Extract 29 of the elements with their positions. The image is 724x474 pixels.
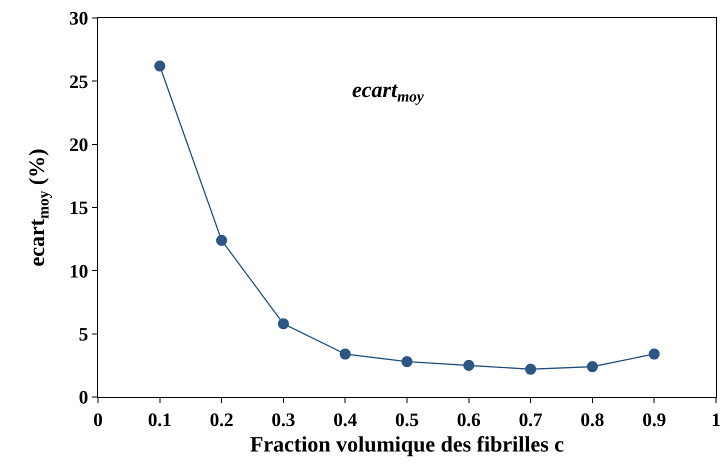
point bbox=[154, 60, 166, 72]
point bbox=[216, 234, 228, 246]
x-tick-label: 0.1 bbox=[148, 410, 172, 431]
y-tick-label: 25 bbox=[69, 72, 88, 93]
point bbox=[586, 361, 598, 372]
x-tick-label: 0 bbox=[93, 410, 103, 431]
y-tick-label: 0 bbox=[78, 388, 88, 409]
x-tick-label: 0.6 bbox=[456, 410, 481, 431]
point bbox=[463, 360, 474, 371]
x-tick-label: 0.5 bbox=[395, 410, 419, 431]
point bbox=[278, 318, 289, 330]
x-tick-label: 1 bbox=[711, 410, 721, 431]
y-tick-label: 5 bbox=[78, 324, 88, 346]
x-tick-label: 0.3 bbox=[272, 410, 296, 431]
x-tick-label: 0.2 bbox=[210, 410, 234, 431]
x-axis-title: Fraction volumique des fibrilles c bbox=[250, 432, 564, 457]
y-tick-label: 20 bbox=[69, 134, 88, 156]
x-tick-label: 0.4 bbox=[333, 410, 358, 431]
x-tick-label: 0.7 bbox=[518, 410, 543, 431]
point bbox=[648, 348, 660, 360]
point bbox=[525, 364, 536, 375]
point bbox=[402, 356, 412, 368]
y-tick-label: 15 bbox=[69, 198, 88, 220]
x-tick-label: 0.9 bbox=[642, 410, 666, 431]
y-tick-label: 10 bbox=[69, 261, 88, 282]
y-tick-label: 30 bbox=[69, 8, 88, 30]
annotation: ecart$_{moy}$ bbox=[352, 77, 424, 106]
x-tick-label: 0.8 bbox=[580, 410, 604, 431]
point bbox=[340, 348, 351, 360]
